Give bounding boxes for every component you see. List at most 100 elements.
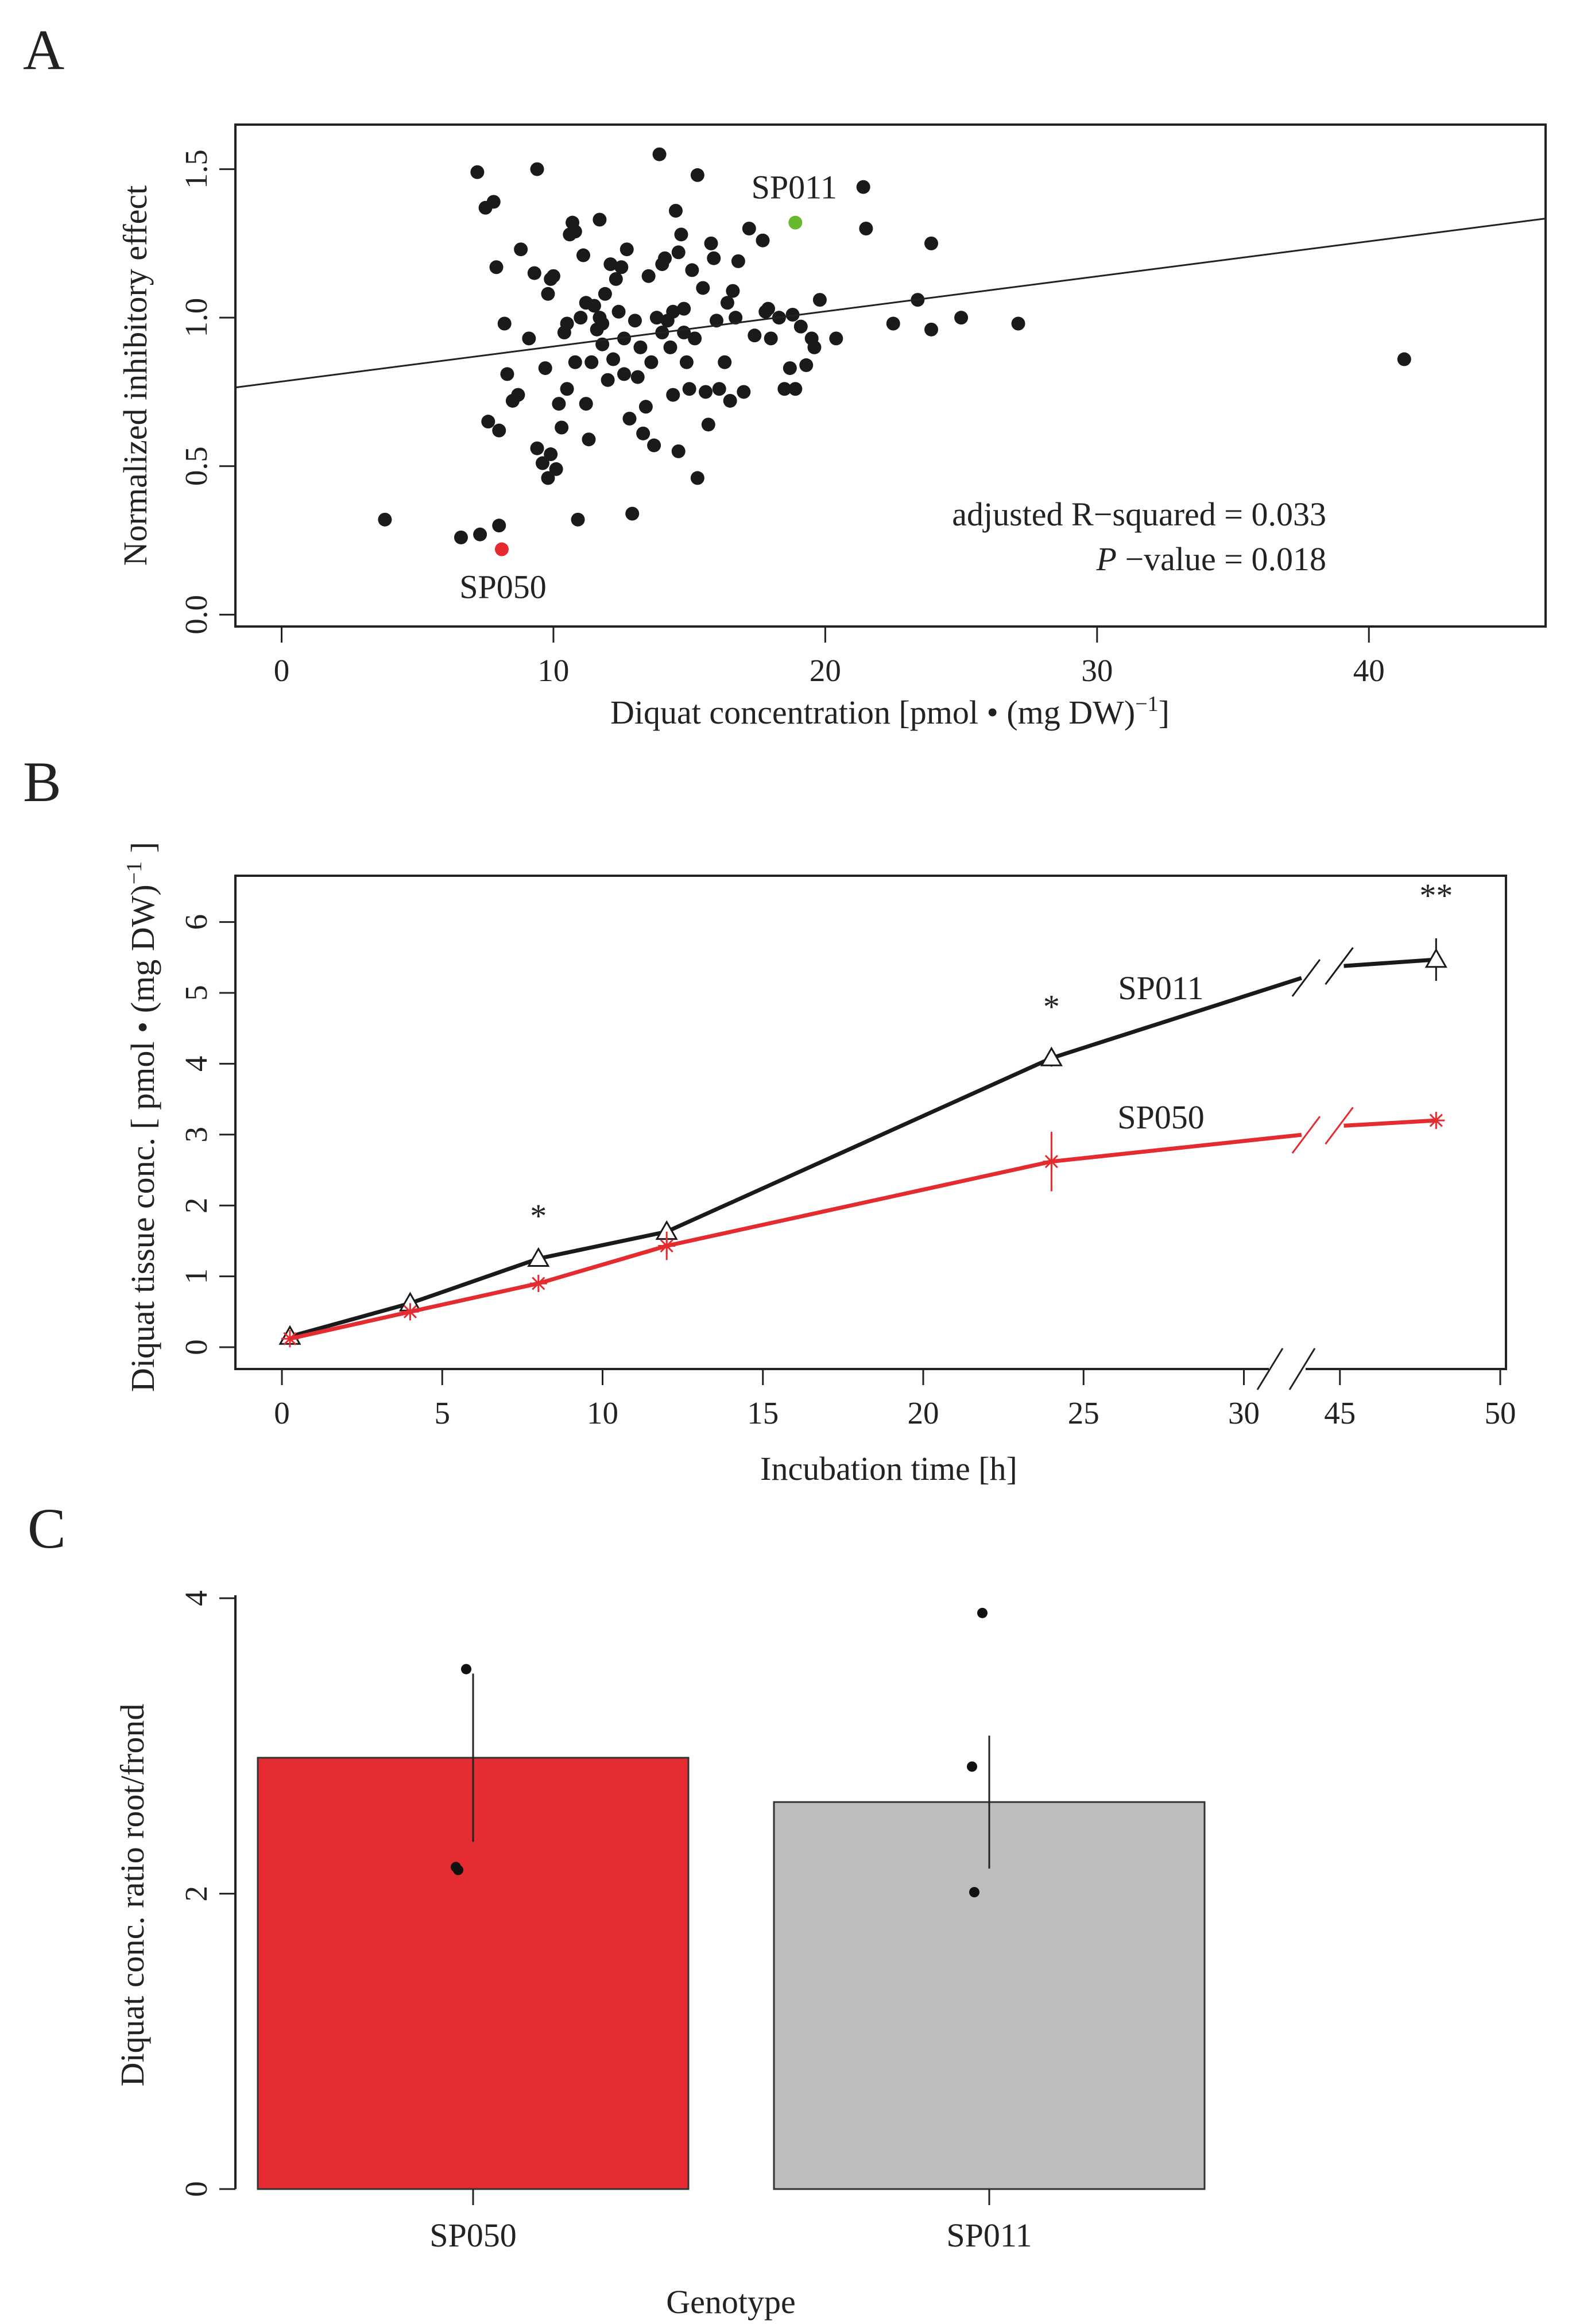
marker-asterisk: [401, 1303, 419, 1321]
data-point: [630, 370, 645, 384]
series-line-sp011: [289, 976, 1302, 1339]
data-point: [593, 212, 607, 227]
y-tick-label: 1.0: [179, 298, 214, 338]
data-point: [606, 352, 621, 366]
data-point-sp050: [494, 542, 509, 556]
x-tick-label: 25: [1068, 1395, 1099, 1430]
data-point: [619, 242, 634, 257]
panel-letter-b: B: [23, 750, 61, 814]
data-point: [652, 147, 667, 161]
significance-marker: *: [1043, 988, 1060, 1026]
data-point: [1011, 316, 1025, 331]
data-point: [1397, 352, 1411, 366]
panel-a-y-axis-label: Normalized inhibitory effect: [117, 185, 154, 566]
panel-b-plot-frame: [234, 875, 1507, 1370]
x-tick-label: 30: [1081, 653, 1113, 688]
data-point: [666, 304, 680, 319]
data-point: [638, 400, 653, 414]
y-tick-label: 1.5: [179, 149, 214, 189]
panel-a-x-axis-label: Diquat concentration [pmol • (mg DW)−1]: [610, 692, 1170, 731]
y-tick-label: 6: [179, 914, 214, 930]
data-point: [617, 331, 632, 346]
data-point: [783, 361, 797, 376]
data-point: [726, 284, 740, 298]
marker-asterisk: [1043, 1153, 1060, 1170]
data-point: [641, 269, 656, 283]
x-axis-break-mark: [1288, 1348, 1316, 1390]
data-point: [454, 530, 468, 544]
panel-c-x-axis-label: Genotype: [666, 2283, 796, 2321]
data-point: [481, 415, 495, 429]
y-tick-label: 2: [179, 1197, 214, 1213]
data-point: [486, 195, 501, 209]
panel-c-y-axis-label: Diquat conc. ratio root/frond: [114, 1704, 151, 2087]
y-tick-label: 3: [179, 1127, 214, 1143]
data-point: [764, 331, 778, 346]
data-point: [666, 388, 680, 402]
data-point: [622, 411, 637, 426]
data-point: [644, 355, 659, 369]
data-point: [538, 361, 552, 376]
data-point: [709, 314, 723, 328]
replicate-point: [969, 1887, 979, 1897]
data-point-sp011: [788, 215, 803, 230]
data-point: [954, 311, 969, 325]
panel-b-x-axis-label: Incubation time [h]: [760, 1450, 1017, 1487]
data-point: [761, 301, 775, 316]
y-tick-label: 5: [179, 985, 214, 1001]
data-point: [625, 506, 640, 521]
axis-break-mark: [1325, 947, 1354, 985]
data-point: [723, 393, 737, 408]
data-point: [636, 426, 651, 440]
panel-a-scatter: 0 10 20 30 40 0.0 0.5 1.0 1.5 SP011 SP050 adjust…: [117, 123, 1547, 731]
marker-asterisk: [658, 1237, 676, 1255]
data-point: [541, 287, 555, 301]
data-point: [614, 260, 629, 274]
data-point: [598, 287, 612, 301]
marker-asterisk: [529, 1274, 547, 1292]
data-point: [729, 311, 743, 325]
axis-break-mark: [1291, 1116, 1321, 1154]
y-tick-label: 1: [179, 1269, 214, 1285]
data-point: [473, 527, 487, 542]
replicate-point: [967, 1761, 977, 1772]
y-tick-label: 0: [179, 2181, 214, 2197]
data-point: [737, 385, 751, 399]
data-point: [489, 260, 504, 274]
data-point: [609, 272, 623, 286]
replicate-point: [461, 1664, 471, 1675]
replicate-point: [453, 1865, 463, 1876]
data-point: [601, 373, 615, 387]
data-point: [544, 447, 558, 462]
x-tick-label: 15: [747, 1395, 779, 1430]
data-point: [690, 168, 704, 182]
data-point: [378, 512, 392, 527]
data-point: [742, 222, 756, 236]
data-point: [500, 367, 514, 381]
data-point: [707, 251, 721, 265]
data-point: [704, 236, 718, 250]
replicate-point: [977, 1607, 988, 1618]
data-point: [777, 382, 792, 396]
data-point: [582, 432, 596, 447]
series-label-sp050: SP050: [1117, 1099, 1205, 1136]
data-point: [568, 355, 582, 369]
data-point: [576, 248, 591, 262]
panel-letter-c: C: [28, 1497, 66, 1560]
data-point: [530, 162, 544, 176]
series-line-sp050-after-break: [1343, 1118, 1437, 1128]
data-point: [788, 382, 803, 396]
panel-a-plot-frame: [234, 123, 1547, 628]
data-point: [829, 331, 843, 346]
panel-c-bar: 0 2 4 SP050 SP011 Genotype Diquat conc. rat…: [114, 1590, 1206, 2321]
data-point: [555, 420, 569, 435]
p-value-annotation: P −value = 0.018: [1096, 540, 1326, 578]
data-point: [584, 355, 599, 369]
data-point: [663, 340, 677, 354]
data-point: [812, 293, 827, 307]
data-point: [748, 328, 762, 343]
category-label-sp011: SP011: [946, 2217, 1032, 2254]
data-point: [924, 322, 939, 337]
